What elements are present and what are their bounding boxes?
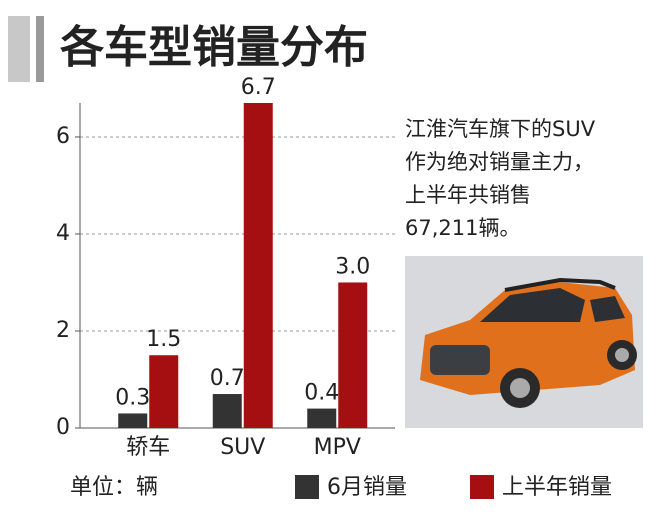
y-tick-label: 4 <box>56 221 70 246</box>
annotation: 67,211辆。 <box>405 216 520 240</box>
value-label: 6.7 <box>241 75 276 100</box>
value-label: 3.0 <box>335 254 370 279</box>
title-stripe <box>36 16 44 82</box>
legend-swatch <box>470 475 494 499</box>
annotation: 作为绝对销量主力， <box>405 150 594 174</box>
y-tick-label: 0 <box>56 415 70 440</box>
legend-label: 6月销量 <box>327 475 407 500</box>
bar <box>212 394 242 428</box>
annotation: 江淮汽车旗下的SUV <box>405 117 596 141</box>
annotation: 上半年共销售 <box>405 183 531 207</box>
unit-label: 单位：辆 <box>70 475 158 500</box>
bar <box>118 413 148 428</box>
y-tick-label: 2 <box>56 318 70 343</box>
value-label: 0.3 <box>115 385 150 410</box>
bar <box>307 408 337 428</box>
chart-title: 各车型销量分布 <box>60 22 368 73</box>
legend-swatch <box>295 475 319 499</box>
title-stripe <box>8 16 30 82</box>
car-photo <box>405 256 643 428</box>
x-tick-label: SUV <box>220 435 265 460</box>
bar <box>149 355 179 428</box>
y-tick-label: 6 <box>56 124 70 149</box>
legend-label: 上半年销量 <box>502 475 612 500</box>
x-tick-label: 轿车 <box>126 435 170 460</box>
value-label: 1.5 <box>146 327 181 352</box>
x-tick-label: MPV <box>314 435 361 460</box>
bar <box>338 282 368 428</box>
value-label: 0.7 <box>210 366 245 391</box>
bar <box>243 103 273 428</box>
value-label: 0.4 <box>304 381 339 406</box>
